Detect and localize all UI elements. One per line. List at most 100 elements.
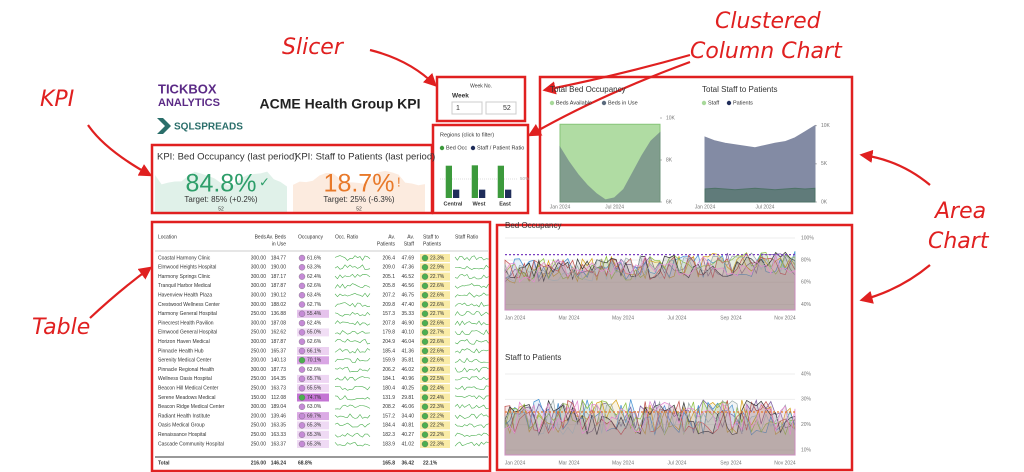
kpi-week: 52 [356, 206, 362, 212]
arrow [859, 149, 931, 186]
cell-shade [420, 412, 450, 421]
cell: 190.00 [271, 265, 287, 271]
cell-shade [297, 393, 329, 402]
cell: 22.5% [430, 376, 445, 382]
cell: 22.2% [430, 432, 445, 438]
cell: 183.9 [382, 441, 395, 447]
status-icon [298, 310, 306, 317]
column-header: Av. Beds [266, 234, 286, 240]
sparkline [334, 366, 371, 373]
y-tick-label: 6K [666, 199, 673, 205]
cell: 164.35 [271, 376, 287, 382]
legend-label: Staff / Patient Ratio [477, 145, 524, 151]
cell: 250.00 [251, 441, 267, 447]
column-header: Av. [388, 234, 395, 240]
kpi-icon: ! [397, 174, 401, 189]
cell-shade [420, 291, 450, 300]
cell: 300.00 [251, 255, 267, 261]
title: ACME Health Group KPI [259, 96, 420, 112]
cell: 163.35 [271, 423, 287, 429]
cell: 180.4 [382, 386, 395, 392]
cell: 62.6% [307, 367, 322, 373]
slicer-from: 1 [456, 105, 460, 112]
annotation: Area [933, 199, 986, 224]
top-charts-frame [538, 75, 854, 215]
x-tick-label: Sep 2024 [720, 460, 742, 466]
slicer-to: 52 [503, 105, 511, 112]
status-icon [421, 422, 429, 429]
cell-shade [420, 374, 450, 383]
chart-title: Total Staff to Patients [702, 85, 777, 94]
cell: 185.4 [382, 348, 395, 354]
cell: 250.00 [251, 330, 267, 336]
sparkline [334, 432, 371, 438]
cell: 136.88 [271, 311, 287, 317]
cell: 165.37 [271, 348, 287, 354]
annotation: Slicer [282, 35, 345, 60]
cell: 205.8 [382, 283, 395, 289]
cell: 65.5% [307, 386, 322, 392]
cell: 250.00 [251, 311, 267, 317]
y-tick-label: 50% [520, 176, 529, 181]
kpi-week: 52 [218, 206, 224, 212]
cell: Radiant Health Institute [158, 413, 210, 419]
cell: Pinnacle Health Hub [158, 348, 204, 354]
sparkline [334, 422, 371, 428]
cell: 34.40 [401, 413, 414, 419]
cell: 184.4 [382, 423, 395, 429]
cell-shade [420, 319, 450, 328]
x-tick-label: Jul 2024 [668, 315, 687, 321]
legend-swatch [601, 100, 607, 106]
cell-shade [297, 421, 329, 430]
cell: 65.0% [307, 330, 322, 336]
cell-shade [420, 337, 450, 346]
cell: 46.04 [401, 339, 414, 345]
cell: 47.36 [401, 265, 414, 271]
annotation: Table [32, 315, 90, 340]
cell: 146.24 [271, 460, 287, 466]
sparkline [334, 348, 371, 354]
cell: 22.6% [430, 293, 445, 299]
bar [445, 165, 452, 198]
sparkline [334, 404, 371, 410]
sparkline [454, 432, 489, 437]
cell-shade [420, 393, 450, 402]
cell: 300.00 [251, 283, 267, 289]
annotation: KPI [40, 87, 74, 112]
cell-shade [297, 384, 329, 393]
status-icon [298, 338, 306, 345]
x-tick-label: Central [444, 201, 463, 207]
cell: 41.36 [401, 348, 414, 354]
cell-shade [420, 309, 450, 318]
sparkline [454, 366, 489, 373]
cell: 300.00 [251, 293, 267, 299]
status-icon [421, 264, 429, 271]
cell: 131.9 [382, 395, 395, 401]
y-tick-label: 0K [821, 199, 828, 205]
cell: 47.40 [401, 302, 414, 308]
cell: 47.69 [401, 255, 414, 261]
annotation: Column Chart [690, 39, 843, 64]
cell: 62.4% [307, 320, 322, 326]
sparkline [334, 292, 371, 298]
cell-shade [420, 272, 450, 281]
cell-shade [420, 263, 450, 272]
cell: Oasis Medical Group [158, 423, 205, 429]
cell: 204.9 [382, 339, 395, 345]
cell: 22.1% [423, 460, 438, 466]
sparkline [454, 255, 489, 261]
bar [497, 165, 504, 198]
status-icon [421, 357, 429, 364]
cell: 22.7% [430, 274, 445, 280]
cell: 187.08 [271, 320, 287, 326]
sparkline [454, 357, 489, 363]
sparkline [454, 292, 489, 298]
cell: 182.3 [382, 432, 395, 438]
x-tick-label: Sep 2024 [720, 315, 742, 321]
cell: 23.3% [430, 255, 445, 261]
series-texture [504, 254, 796, 311]
legend-swatch [701, 100, 707, 106]
kpi-target: Target: 85% (+0.2%) [184, 195, 257, 204]
cell: 66.1% [307, 348, 322, 354]
